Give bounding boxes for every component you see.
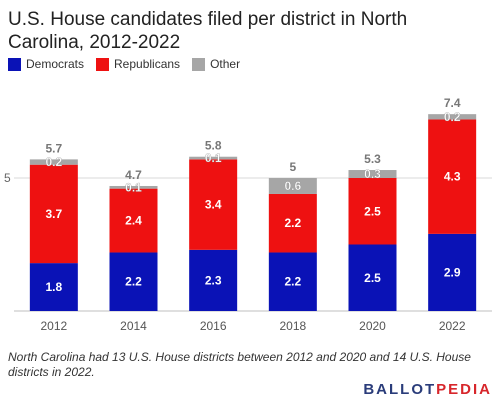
bar-other-2012 bbox=[29, 159, 78, 165]
x-tick-label-2014: 2014 bbox=[120, 319, 147, 333]
total-label-2022: 7.4 bbox=[444, 96, 461, 110]
data-label-republicans-2014: 2.4 bbox=[125, 214, 142, 228]
legend-swatch-other bbox=[192, 57, 206, 71]
x-tick-label-2012: 2012 bbox=[40, 319, 67, 333]
ballotpedia-logo: BALLOT PEDIA bbox=[363, 381, 492, 398]
data-label-other-2016: 0.1 bbox=[205, 151, 222, 165]
data-label-other-2012: 0.2 bbox=[45, 155, 62, 169]
logo-text-pedia: PEDIA bbox=[436, 381, 492, 398]
legend-label-republicans: Republicans bbox=[114, 57, 181, 71]
legend-item-republicans: Republicans bbox=[96, 57, 180, 71]
data-label-democrats-2012: 1.8 bbox=[45, 280, 62, 294]
legend-swatch-democrats bbox=[8, 57, 21, 71]
bar-democrats-2016 bbox=[189, 249, 238, 311]
data-label-republicans-2012: 3.7 bbox=[45, 207, 62, 221]
bar-republicans-2016 bbox=[189, 159, 238, 250]
bar-other-2022 bbox=[428, 114, 477, 120]
bar-republicans-2022 bbox=[428, 119, 477, 234]
x-tick-label-2016: 2016 bbox=[200, 319, 227, 333]
bar-democrats-2012 bbox=[29, 263, 78, 311]
legend-label-democrats: Democrats bbox=[26, 57, 85, 71]
total-label-2012: 5.7 bbox=[45, 141, 62, 155]
bar-republicans-2020 bbox=[348, 178, 397, 245]
chart-title: U.S. House candidates filed per district… bbox=[8, 9, 408, 53]
logo-text-ballot: BALLOT bbox=[363, 381, 437, 398]
legend: Democrats Republicans Other bbox=[8, 57, 252, 71]
data-label-democrats-2022: 2.9 bbox=[444, 265, 461, 279]
legend-label-other: Other bbox=[210, 57, 241, 71]
data-label-republicans-2018: 2.2 bbox=[284, 216, 301, 230]
legend-swatch-republicans bbox=[96, 57, 110, 71]
data-label-democrats-2018: 2.2 bbox=[284, 275, 301, 289]
total-label-2020: 5.3 bbox=[364, 152, 381, 166]
bar-other-2014 bbox=[109, 185, 158, 189]
total-label-2014: 4.7 bbox=[125, 168, 142, 182]
x-tick-label-2022: 2022 bbox=[439, 319, 466, 333]
bar-republicans-2012 bbox=[29, 164, 78, 264]
stacked-bar-chart: 51.83.70.25.720122.22.40.14.720142.33.40… bbox=[4, 96, 492, 333]
bar-republicans-2018 bbox=[268, 193, 317, 253]
legend-item-other: Other bbox=[192, 57, 240, 71]
bar-democrats-2018 bbox=[268, 252, 317, 311]
bar-other-2020 bbox=[348, 170, 397, 178]
data-label-democrats-2020: 2.5 bbox=[364, 271, 381, 285]
data-label-other-2022: 0.2 bbox=[444, 110, 461, 124]
y-tick-label-5: 5 bbox=[4, 171, 11, 185]
data-label-other-2020: 0.3 bbox=[364, 167, 381, 181]
x-tick-label-2018: 2018 bbox=[279, 319, 306, 333]
bar-democrats-2014 bbox=[109, 252, 158, 311]
total-label-2016: 5.8 bbox=[205, 139, 222, 153]
data-label-republicans-2016: 3.4 bbox=[205, 198, 222, 212]
data-label-other-2018: 0.6 bbox=[284, 179, 301, 193]
data-label-other-2014: 0.1 bbox=[125, 180, 142, 194]
bar-republicans-2014 bbox=[109, 188, 158, 253]
data-label-republicans-2022: 4.3 bbox=[444, 170, 461, 184]
data-label-republicans-2020: 2.5 bbox=[364, 204, 381, 218]
bar-democrats-2022 bbox=[428, 233, 477, 311]
data-label-democrats-2014: 2.2 bbox=[125, 275, 142, 289]
x-tick-label-2020: 2020 bbox=[359, 319, 386, 333]
bar-democrats-2020 bbox=[348, 244, 397, 311]
total-label-2018: 5 bbox=[289, 160, 296, 174]
bar-other-2016 bbox=[189, 156, 238, 160]
legend-item-democrats: Democrats bbox=[8, 57, 84, 71]
data-label-democrats-2016: 2.3 bbox=[205, 273, 222, 287]
footnote: North Carolina had 13 U.S. House distric… bbox=[8, 350, 471, 379]
bar-other-2018 bbox=[268, 178, 317, 194]
